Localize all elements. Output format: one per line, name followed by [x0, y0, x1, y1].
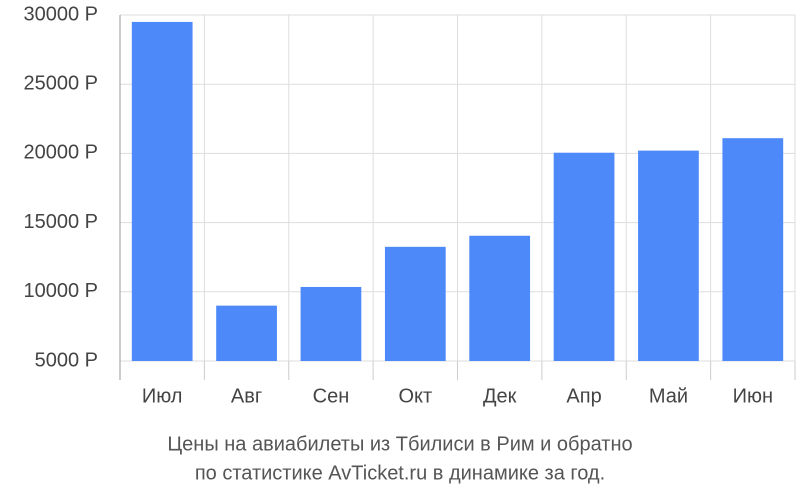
x-tick-label: Дек: [483, 385, 517, 407]
x-tick-label: Июн: [733, 385, 773, 407]
x-tick-label: Авг: [231, 385, 262, 407]
x-tick-label: Апр: [566, 385, 601, 407]
y-tick-label: 20000 Р: [23, 142, 98, 164]
bar: [131, 21, 193, 361]
bar: [469, 235, 531, 361]
bar: [300, 286, 362, 361]
y-tick-label: 15000 Р: [23, 211, 98, 233]
x-tick-label: Июл: [142, 385, 183, 407]
y-tick-label: 10000 Р: [23, 280, 98, 302]
x-tick-label: Окт: [398, 385, 432, 407]
y-tick-label: 5000 Р: [35, 349, 98, 371]
bar: [216, 305, 277, 361]
bar: [722, 138, 784, 361]
bar: [384, 246, 446, 361]
y-tick-label: 30000 Р: [23, 3, 98, 25]
bar: [638, 150, 699, 361]
y-tick-label: 25000 Р: [23, 72, 98, 94]
x-tick-label: Май: [649, 385, 688, 407]
bar: [553, 152, 615, 361]
chart-title: по статистике AvTicket.ru в динамике за …: [195, 462, 605, 484]
x-tick-label: Сен: [313, 385, 350, 407]
chart-title: Цены на авиабилеты из Тбилиси в Рим и об…: [167, 433, 632, 455]
